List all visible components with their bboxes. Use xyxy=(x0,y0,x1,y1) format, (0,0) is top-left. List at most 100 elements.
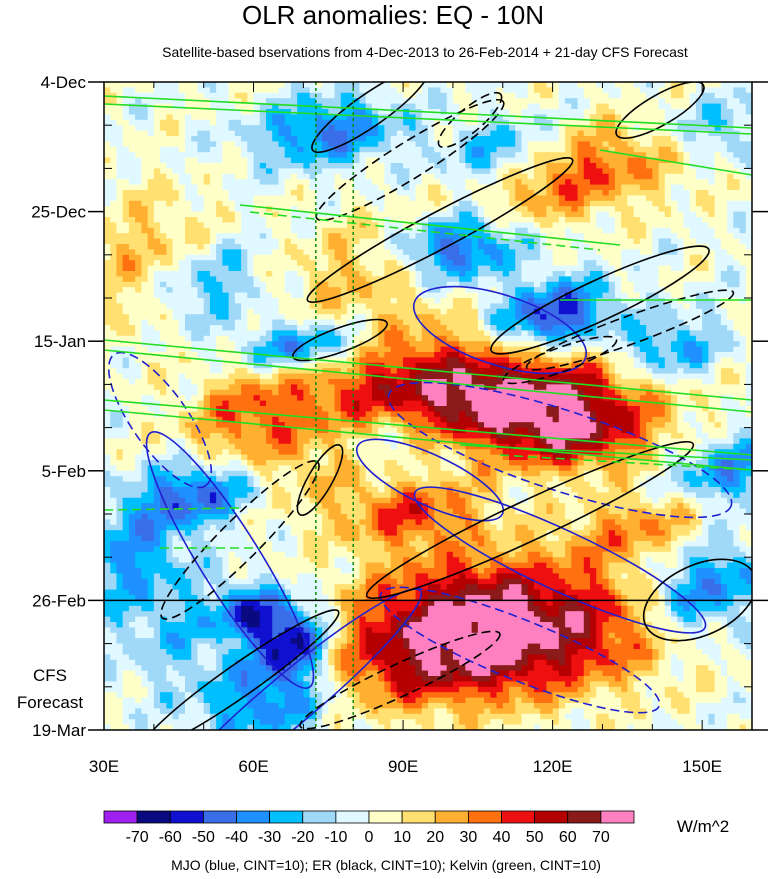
heat-cell xyxy=(185,92,192,99)
heat-cell xyxy=(708,227,716,234)
heat-cell xyxy=(683,206,691,213)
heat-cell xyxy=(259,308,267,315)
heat-cell xyxy=(241,195,248,202)
heat-cell xyxy=(234,103,242,110)
heat-cell xyxy=(614,281,622,288)
heat-cell xyxy=(347,303,354,310)
heat-cell xyxy=(166,244,174,250)
heat-cell xyxy=(266,249,273,256)
heat-cell xyxy=(733,233,741,240)
heat-cell xyxy=(527,244,535,250)
heat-cell xyxy=(639,222,647,229)
heat-cell xyxy=(471,314,479,321)
heat-cell xyxy=(484,222,491,229)
heat-cell xyxy=(371,173,379,180)
heat-cell xyxy=(540,82,547,88)
heat-cell xyxy=(384,276,392,283)
heat-cell xyxy=(384,146,392,153)
heat-cell xyxy=(627,330,635,337)
heat-cell xyxy=(452,152,460,159)
heat-cell xyxy=(702,227,709,234)
heat-cell xyxy=(527,179,535,186)
heat-cell xyxy=(558,195,566,202)
heat-cell xyxy=(459,152,466,159)
heat-cell xyxy=(689,103,697,110)
heat-cell xyxy=(652,227,660,234)
heat-cell xyxy=(110,173,118,180)
heat-cell xyxy=(409,157,417,164)
heat-cell xyxy=(671,146,678,153)
heat-cell xyxy=(334,82,342,88)
heat-cell xyxy=(259,141,267,148)
heat-cell xyxy=(515,184,523,191)
heat-cell xyxy=(440,227,448,234)
heat-cell xyxy=(340,238,348,245)
heat-cell xyxy=(328,227,336,234)
heat-cell xyxy=(421,173,429,180)
heat-cell xyxy=(396,92,404,99)
heat-cell xyxy=(222,168,230,175)
heat-cell xyxy=(334,98,342,105)
heat-cell xyxy=(322,157,329,164)
heat-cell xyxy=(621,281,628,288)
heat-cell xyxy=(197,298,205,304)
heat-cell xyxy=(135,103,142,110)
heat-cell xyxy=(309,238,317,245)
heat-cell xyxy=(185,330,192,337)
heat-cell xyxy=(241,292,248,299)
heat-cell xyxy=(197,157,205,164)
heat-cell xyxy=(203,92,211,99)
heat-cell xyxy=(533,249,541,256)
heat-cell xyxy=(328,119,336,126)
heat-cell xyxy=(403,260,410,267)
heat-cell xyxy=(714,271,722,277)
heat-cell xyxy=(272,319,280,326)
heat-cell xyxy=(421,179,429,186)
heat-cell xyxy=(284,271,292,277)
heat-cell xyxy=(128,157,136,164)
heat-cell xyxy=(621,168,628,175)
heat-cell xyxy=(253,136,261,142)
heat-cell xyxy=(714,163,722,169)
heat-cell xyxy=(552,195,560,202)
heat-cell xyxy=(577,157,585,164)
heat-cell xyxy=(646,184,653,191)
heat-cell xyxy=(290,276,298,283)
heat-cell xyxy=(646,303,653,310)
heat-cell xyxy=(739,163,747,169)
heat-cell xyxy=(303,260,311,267)
heat-cell xyxy=(708,146,716,153)
heat-cell xyxy=(446,244,454,250)
heat-cell xyxy=(378,314,385,321)
heat-cell xyxy=(459,271,466,277)
heat-cell xyxy=(128,254,136,261)
heat-cell xyxy=(614,222,622,229)
heat-cell xyxy=(527,254,535,261)
heat-cell xyxy=(371,238,379,245)
heat-cell xyxy=(434,152,442,159)
heat-cell xyxy=(652,152,660,159)
heat-cell xyxy=(689,141,697,148)
heat-cell xyxy=(565,335,572,342)
heat-cell xyxy=(614,92,622,99)
heat-cell xyxy=(702,103,709,110)
heat-cell xyxy=(247,141,255,148)
heat-cell xyxy=(533,292,541,299)
heat-cell xyxy=(315,152,323,159)
heat-cell xyxy=(527,325,535,331)
heat-cell xyxy=(153,114,161,121)
heat-cell xyxy=(689,303,697,310)
heat-cell xyxy=(185,222,192,229)
heat-cell xyxy=(228,292,236,299)
heat-cell xyxy=(328,222,336,229)
heat-cell xyxy=(452,314,460,321)
heat-cell xyxy=(185,87,192,94)
heat-cell xyxy=(583,190,591,196)
heat-cell xyxy=(496,238,504,245)
heat-cell xyxy=(671,168,678,175)
heat-cell xyxy=(104,276,111,283)
heat-cell xyxy=(403,146,410,153)
heat-cell xyxy=(315,92,323,99)
heat-cell xyxy=(484,82,491,88)
heat-cell xyxy=(440,276,448,283)
